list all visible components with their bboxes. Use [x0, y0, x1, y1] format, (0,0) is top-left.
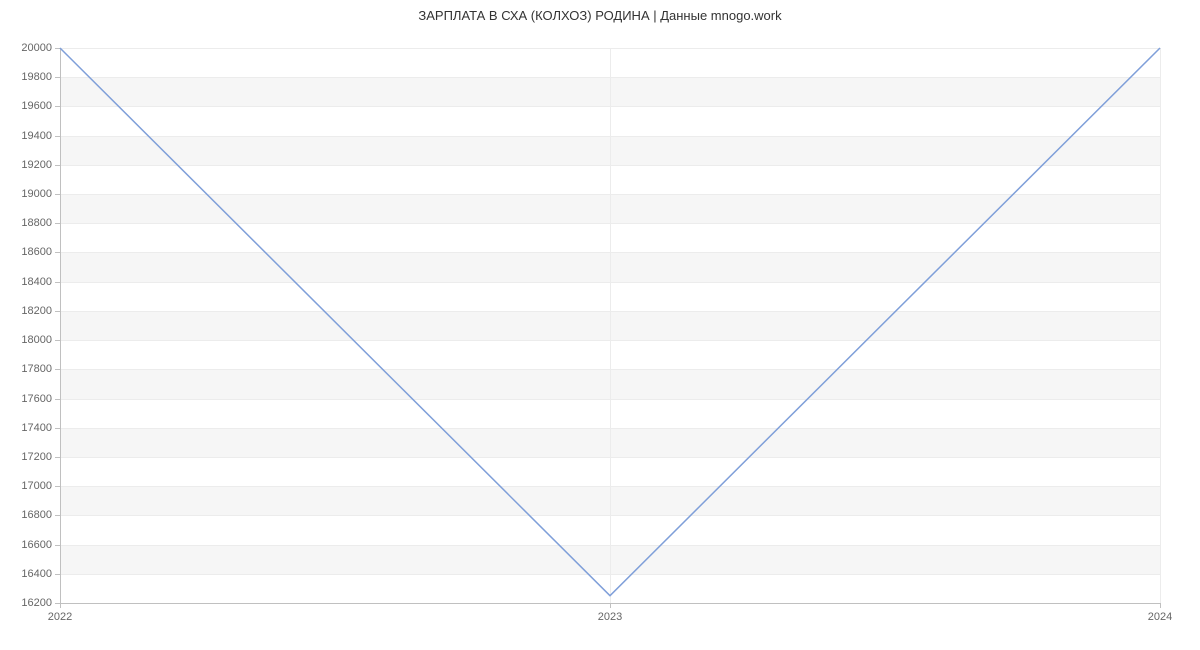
y-axis-tick-label: 17400: [21, 422, 52, 434]
y-axis-tick-label: 18800: [21, 217, 52, 229]
y-axis-tick-label: 16600: [21, 539, 52, 551]
y-axis-tick-label: 17800: [21, 363, 52, 375]
y-axis-tick-label: 18000: [21, 334, 52, 346]
y-axis-tick-label: 19000: [21, 188, 52, 200]
chart-title: ЗАРПЛАТА В СХА (КОЛХОЗ) РОДИНА | Данные …: [0, 8, 1200, 23]
grid-line-vertical: [1160, 48, 1161, 603]
plot-area: 1620016400166001680017000172001740017600…: [60, 48, 1160, 603]
y-axis-tick-label: 16200: [21, 597, 52, 609]
y-axis-tick-label: 16400: [21, 568, 52, 580]
y-axis-tick-label: 16800: [21, 509, 52, 521]
x-axis-tick-label: 2023: [598, 611, 622, 623]
y-axis-tick-label: 20000: [21, 42, 52, 54]
y-axis-tick-label: 17000: [21, 480, 52, 492]
x-axis-line: [60, 603, 1160, 604]
x-axis-tick-label: 2024: [1148, 611, 1172, 623]
y-axis-tick-label: 19400: [21, 130, 52, 142]
y-axis-tick-label: 19800: [21, 71, 52, 83]
y-axis-tick-label: 18600: [21, 246, 52, 258]
salary-chart: ЗАРПЛАТА В СХА (КОЛХОЗ) РОДИНА | Данные …: [0, 0, 1200, 650]
y-axis-tick-label: 17600: [21, 393, 52, 405]
y-axis-tick-label: 17200: [21, 451, 52, 463]
y-axis-tick-label: 19200: [21, 159, 52, 171]
x-axis-tick-label: 2022: [48, 611, 72, 623]
y-axis-tick-label: 18400: [21, 276, 52, 288]
line-series: [60, 48, 1160, 603]
x-axis-tick-mark: [1160, 603, 1161, 608]
y-axis-tick-label: 19600: [21, 100, 52, 112]
y-axis-tick-label: 18200: [21, 305, 52, 317]
